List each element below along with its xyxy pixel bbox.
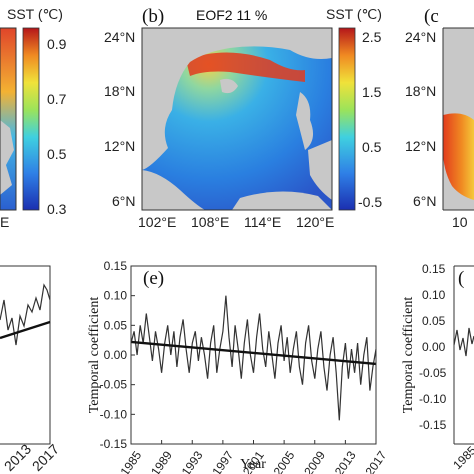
panel-b-land-hainan <box>220 78 238 94</box>
panel-b-label: (b) <box>142 6 164 27</box>
panel-b-land-peninsula <box>142 170 205 210</box>
panel-e-x-tick-label: 1985 <box>118 448 145 474</box>
panel-d-x-tick-1: 2013 <box>1 441 34 474</box>
panel-f-y-tick-4: -0.05 <box>419 366 447 380</box>
panel-b-frame <box>141 27 333 211</box>
panel-f-label: ( <box>458 268 464 289</box>
panel-b-land-mainland <box>142 28 332 170</box>
panel-b-cb-tick-2: 0.5 <box>362 139 382 155</box>
panel-e-x-tick-label: 1993 <box>179 448 206 474</box>
panel-a-cb-tick-3: 0.3 <box>47 201 67 217</box>
panel-e-y-tick-label: 0.00 <box>104 348 128 362</box>
panel-d-series-line <box>0 283 51 346</box>
panel-c-lat-tick-2: 12°N <box>405 138 436 154</box>
panel-c-lon-fragment: 10 <box>452 214 468 230</box>
panel-c-lat-tick-3: 6°N <box>413 193 437 209</box>
panel-b-lat-tick-1: 18°N <box>104 83 135 99</box>
panel-e-frame <box>130 265 377 445</box>
panel-b-title: EOF2 11 % <box>196 7 267 23</box>
panel-a-map: E <box>0 27 17 230</box>
panel-d-partial: 9 2013 2017 <box>0 265 62 474</box>
panel-e-y-tick-label: -0.05 <box>100 378 128 392</box>
panel-f-partial: ( Temporal coefficient 0.15 0.10 0.05 0.… <box>401 262 474 472</box>
panel-d-trend-line <box>0 320 51 340</box>
panel-b-cb-tick-0: 2.5 <box>362 29 382 45</box>
panel-b-lon-tick-3: 120°E <box>296 214 334 230</box>
panel-b-land-philippines <box>308 140 332 200</box>
panel-b-lat-tick-0: 24°N <box>104 29 135 45</box>
panel-b-lat-tick-3: 6°N <box>112 193 136 209</box>
panel-e-series <box>130 295 377 421</box>
panel-b-lon-tick-1: 108°E <box>191 214 229 230</box>
panel-b-colorbar: SST (℃) 2.5 1.5 0.5 -0.5 <box>326 6 382 211</box>
panel-f-y-tick-0: 0.15 <box>422 262 446 276</box>
panel-b: (b) EOF2 11 % 24°N 18°N 12°N 6°N 102°E 1… <box>104 6 334 230</box>
panel-e-y-tick-label: -0.15 <box>100 437 128 451</box>
panel-f-y-tick-6: -0.15 <box>419 418 447 432</box>
panel-c-sea <box>443 113 474 200</box>
panel-c-partial: (c 24°N 18°N 12°N 6°N 10 <box>405 6 474 230</box>
panel-e-ylabel: Temporal coefficient <box>87 297 102 414</box>
panel-f-ylabel: Temporal coefficient <box>401 297 416 414</box>
panel-f-x-fragment: 1985 <box>450 443 474 472</box>
panel-e-y-tick-label: 0.15 <box>104 259 128 273</box>
panel-e-x-tick-label: 2017 <box>363 448 390 474</box>
panel-a-lon-fragment: E <box>0 214 9 230</box>
panel-f-y-tick-5: -0.10 <box>419 392 447 406</box>
panel-e-trend-line <box>130 340 377 366</box>
panel-e-chart: (e) Temporal coefficient Year 0.15 0.10 0.… <box>87 259 390 474</box>
panel-a-cb-tick-1: 0.7 <box>47 91 67 107</box>
panel-e-y-tick-label: -0.10 <box>100 407 128 421</box>
panel-a-cb-tick-0: 0.9 <box>47 36 67 52</box>
panel-b-land-borneo <box>232 191 332 210</box>
panel-f-y-tick-1: 0.10 <box>422 288 446 302</box>
panel-a-frame <box>0 27 17 211</box>
panel-e-label: (e) <box>143 268 164 289</box>
panel-e-x-tick-label: 1989 <box>148 448 175 474</box>
panel-f-y-tick-3: 0.00 <box>422 340 446 354</box>
panel-f-y-tick-2: 0.05 <box>422 314 446 328</box>
panel-b-lat-tick-2: 12°N <box>104 138 135 154</box>
panel-a-colorbar-title: SST (℃) <box>7 6 63 22</box>
panel-b-land-luzon <box>296 92 314 150</box>
panel-c-lat-tick-0: 24°N <box>405 29 436 45</box>
panel-e-xlabel: Year <box>240 457 266 472</box>
panel-b-cb-tick-1: 1.5 <box>362 84 382 100</box>
panel-d-x-tick-2: 2017 <box>29 441 62 474</box>
panel-f-series-line <box>453 327 474 357</box>
panel-b-colorbar-bar <box>338 27 356 211</box>
panel-e-x-tick-label: 2013 <box>332 448 359 474</box>
panel-a-colorbar: SST (℃) 0.9 0.7 0.5 0.3 <box>7 6 67 217</box>
panel-e-x-tick-label: 2005 <box>271 448 298 474</box>
panel-e-y-tick-label: 0.10 <box>104 289 128 303</box>
panel-b-cb-tick-3: -0.5 <box>358 194 382 210</box>
panel-c-label: (c <box>424 6 439 27</box>
panel-c-lat-tick-1: 18°N <box>405 83 436 99</box>
panel-e-y-tick-label: 0.05 <box>104 318 128 332</box>
panel-b-lon-tick-0: 102°E <box>138 214 176 230</box>
panel-b-warm-band <box>186 52 305 82</box>
panel-b-colorbar-title: SST (℃) <box>326 6 382 22</box>
panel-e-x-tick-label: 1997 <box>209 448 236 474</box>
panel-d-frame <box>0 265 51 445</box>
panel-a-cb-tick-2: 0.5 <box>47 146 67 162</box>
panel-a-land <box>0 120 14 195</box>
panel-e-series-line <box>130 295 377 421</box>
panel-b-lon-tick-2: 114°E <box>244 214 281 230</box>
panel-e-x-tick-label: 2009 <box>301 448 328 474</box>
panel-a-colorbar-bar <box>22 27 40 211</box>
